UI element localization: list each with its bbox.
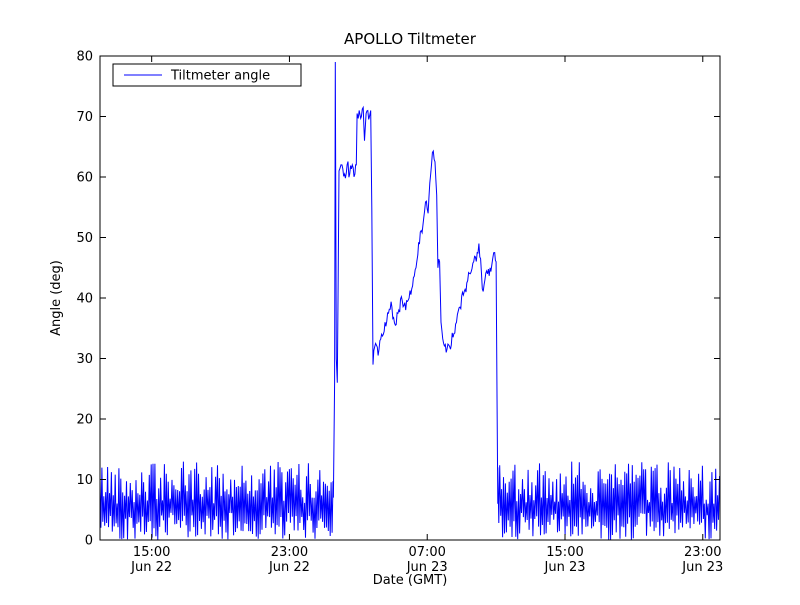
x-tick-label-date: Jun 23 xyxy=(681,560,723,575)
legend-frame xyxy=(112,63,302,87)
x-tick-label-date: Jun 23 xyxy=(544,560,586,575)
x-tick-label-time: 07:00 xyxy=(408,545,445,560)
y-tick-label: 0 xyxy=(85,534,93,549)
x-tick-label-time: 23:00 xyxy=(271,545,308,560)
x-tick-label-date: Jun 22 xyxy=(268,560,310,575)
y-tick-label: 60 xyxy=(76,171,93,186)
y-tick-label: 20 xyxy=(76,413,93,428)
x-tick-label-time: 15:00 xyxy=(133,545,170,560)
legend: Tiltmeter angle xyxy=(112,63,302,87)
y-tick-label: 80 xyxy=(76,50,93,65)
y-axis: 0 10 20 30 40 50 60 70 80 xyxy=(76,50,720,549)
chart-title: APOLLO Tiltmeter xyxy=(344,30,477,48)
x-tick-label-date: Jun 23 xyxy=(406,560,448,575)
axes-frame xyxy=(99,55,721,541)
y-tick-label: 50 xyxy=(76,231,93,246)
y-axis-label: Angle (deg) xyxy=(49,260,64,336)
y-tick-label: 30 xyxy=(76,352,93,367)
x-tick-label-date: Jun 22 xyxy=(130,560,172,575)
legend-label: Tiltmeter angle xyxy=(170,69,270,84)
y-tick-label: 10 xyxy=(76,473,93,488)
tiltmeter-angle-line xyxy=(99,61,720,540)
x-tick-label-time: 23:00 xyxy=(684,545,721,560)
y-tick-label: 70 xyxy=(76,110,93,125)
y-tick-label: 40 xyxy=(76,292,93,307)
x-tick-label-time: 15:00 xyxy=(546,545,583,560)
x-axis-label: Date (GMT) xyxy=(373,573,448,588)
